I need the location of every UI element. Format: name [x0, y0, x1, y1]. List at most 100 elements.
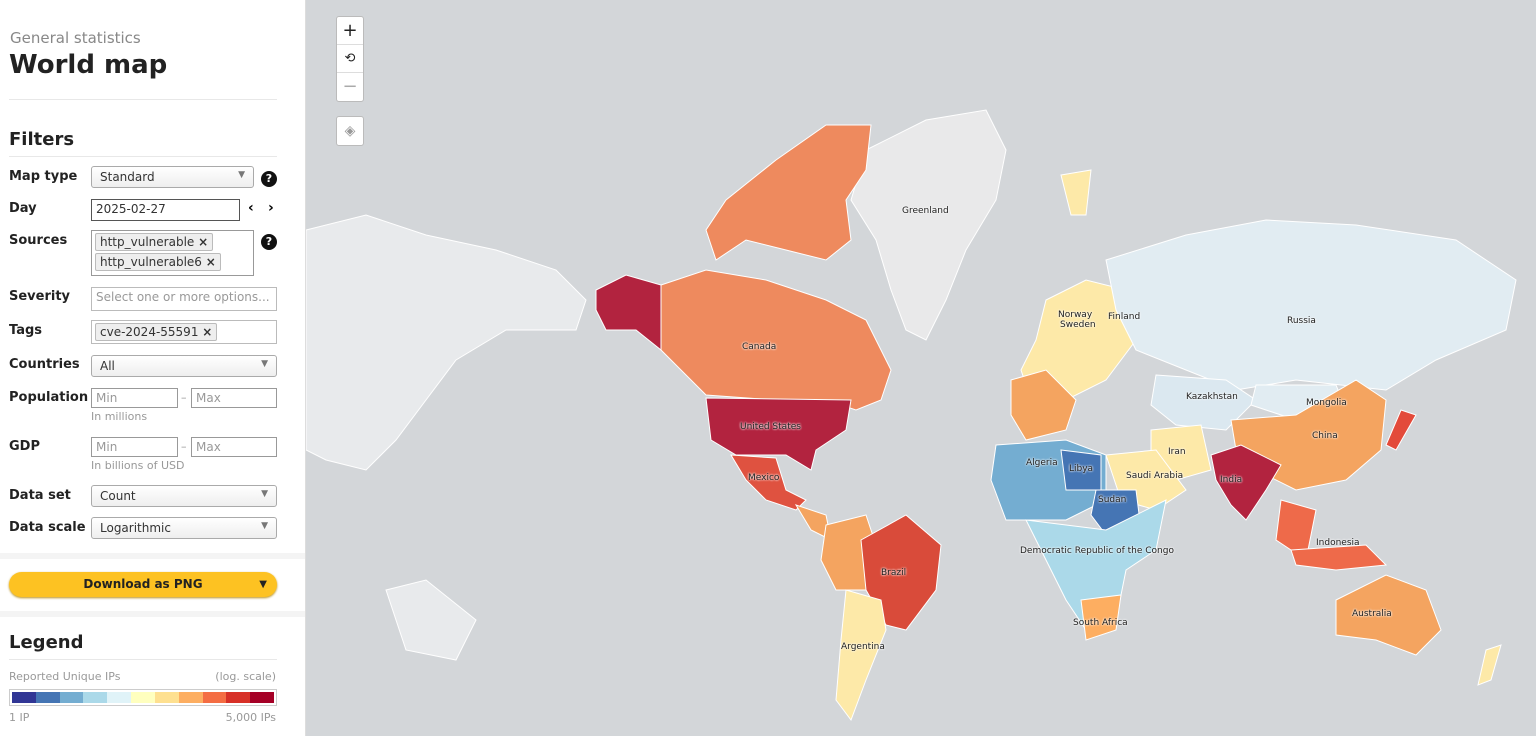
country-label: Canada [742, 342, 777, 352]
help-icon[interactable]: ? [261, 234, 277, 250]
divider [9, 99, 277, 100]
country-label: China [1312, 431, 1338, 441]
country-greenland [850, 109, 1007, 341]
sidebar: General statistics World map Filters Map… [0, 0, 306, 736]
caret-down-icon: ▼ [238, 170, 245, 180]
country-russia-far-east [306, 214, 587, 471]
caret-down-icon: ▼ [261, 359, 268, 369]
country-europe [1020, 279, 1137, 401]
caret-down-icon: ▼ [261, 521, 268, 531]
remove-icon[interactable]: × [198, 235, 209, 249]
country-pacific-islands [385, 579, 477, 661]
gdp-max-input[interactable]: Max [191, 437, 277, 457]
download-png-button[interactable]: Download as PNG ▼ [9, 572, 277, 597]
map-type-label: Map type [9, 169, 78, 184]
filters-heading: Filters [9, 129, 75, 150]
remove-icon[interactable]: × [202, 325, 213, 339]
country-label: Australia [1352, 609, 1392, 619]
legend-min: 1 IP [9, 711, 30, 724]
zoom-in-button[interactable]: + [337, 17, 363, 45]
legend-swatch [59, 692, 84, 703]
legend-swatch [154, 692, 179, 703]
country-label: United States [740, 422, 801, 432]
divider [9, 156, 277, 157]
country-argentina [835, 589, 887, 722]
country-canada-islands [705, 124, 872, 261]
country-label: South Africa [1073, 618, 1128, 628]
country-indonesia [1290, 544, 1388, 571]
country-new-zealand [1477, 644, 1502, 686]
data-set-select[interactable]: Count ▼ [91, 485, 277, 507]
country-canada [660, 269, 892, 411]
legend-swatch [226, 692, 251, 703]
source-tag: http_vulnerable × [95, 233, 214, 251]
gdp-min-input[interactable]: Min [91, 437, 178, 457]
data-scale-select[interactable]: Logarithmic ▼ [91, 517, 277, 539]
country-india [1210, 444, 1282, 521]
zoom-out-button[interactable]: − [342, 76, 358, 97]
tags-label: Tags [9, 323, 43, 338]
country-south-africa [1080, 594, 1122, 641]
population-hint: In millions [91, 410, 148, 423]
previous-day-button[interactable]: ‹ [248, 200, 254, 216]
caret-down-icon: ▼ [261, 489, 268, 499]
download-label: Download as PNG [83, 577, 203, 591]
remove-icon[interactable]: × [205, 255, 216, 269]
reset-view-button[interactable]: ⟲ [337, 45, 363, 73]
country-label: Norway [1058, 310, 1093, 320]
day-input[interactable]: 2025-02-27 [91, 199, 240, 221]
country-label: India [1220, 475, 1243, 485]
map-type-value: Standard [100, 170, 155, 184]
country-label: Algeria [1026, 458, 1058, 468]
legend-swatch [178, 692, 203, 703]
country-svalbard [1060, 169, 1092, 216]
page-subtitle: General statistics [10, 29, 141, 47]
tags-input[interactable]: cve-2024-55591 × [91, 320, 277, 344]
sources-input[interactable]: http_vulnerable × http_vulnerable6 × [91, 230, 254, 276]
severity-input[interactable]: Select one or more options... [91, 287, 277, 311]
world-map[interactable]: + ⟲ − ◈ Greenland Canada United States Mexi… [306, 0, 1536, 736]
divider [0, 553, 305, 559]
country-japan [1385, 409, 1417, 451]
data-set-label: Data set [9, 488, 71, 503]
layers-button[interactable]: ◈ [336, 116, 364, 146]
day-label: Day [9, 201, 37, 216]
legend-scale-note: (log. scale) [215, 670, 276, 683]
country-label: Indonesia [1316, 538, 1360, 548]
zoom-controls: + ⟲ − [336, 16, 364, 102]
caret-down-icon: ▼ [259, 579, 267, 590]
legend-swatch [131, 692, 155, 703]
country-label: Democratic Republic of the Congo [1020, 546, 1174, 556]
divider [9, 659, 277, 660]
country-western-europe [1010, 369, 1077, 441]
legend-swatch [35, 692, 60, 703]
gdp-hint: In billions of USD [91, 459, 185, 472]
sources-label: Sources [9, 233, 68, 248]
data-set-value: Count [100, 489, 136, 503]
country-label: Mexico [748, 473, 780, 483]
data-scale-value: Logarithmic [100, 521, 171, 535]
population-label: Population [9, 390, 89, 405]
country-russia [1105, 219, 1517, 391]
range-separator: – [181, 440, 187, 453]
country-label: Sudan [1098, 495, 1127, 505]
legend-color-scale [9, 689, 277, 706]
map-canvas [306, 109, 1517, 722]
population-max-input[interactable]: Max [191, 388, 277, 408]
data-scale-label: Data scale [9, 520, 86, 535]
legend-swatch [107, 692, 132, 703]
countries-select[interactable]: All ▼ [91, 355, 277, 377]
population-min-input[interactable]: Min [91, 388, 178, 408]
country-alaska [595, 274, 662, 352]
legend-heading: Legend [9, 632, 84, 653]
next-day-button[interactable]: › [268, 200, 274, 216]
map-type-select[interactable]: Standard ▼ [91, 166, 254, 188]
country-label: Kazakhstan [1186, 392, 1238, 402]
country-australia [1335, 574, 1442, 656]
help-icon[interactable]: ? [261, 171, 277, 187]
severity-label: Severity [9, 289, 71, 304]
source-tag: http_vulnerable6 × [95, 253, 221, 271]
country-mexico [730, 454, 807, 511]
legend-max: 5,000 IPs [225, 711, 276, 724]
page-title: World map [9, 50, 168, 80]
